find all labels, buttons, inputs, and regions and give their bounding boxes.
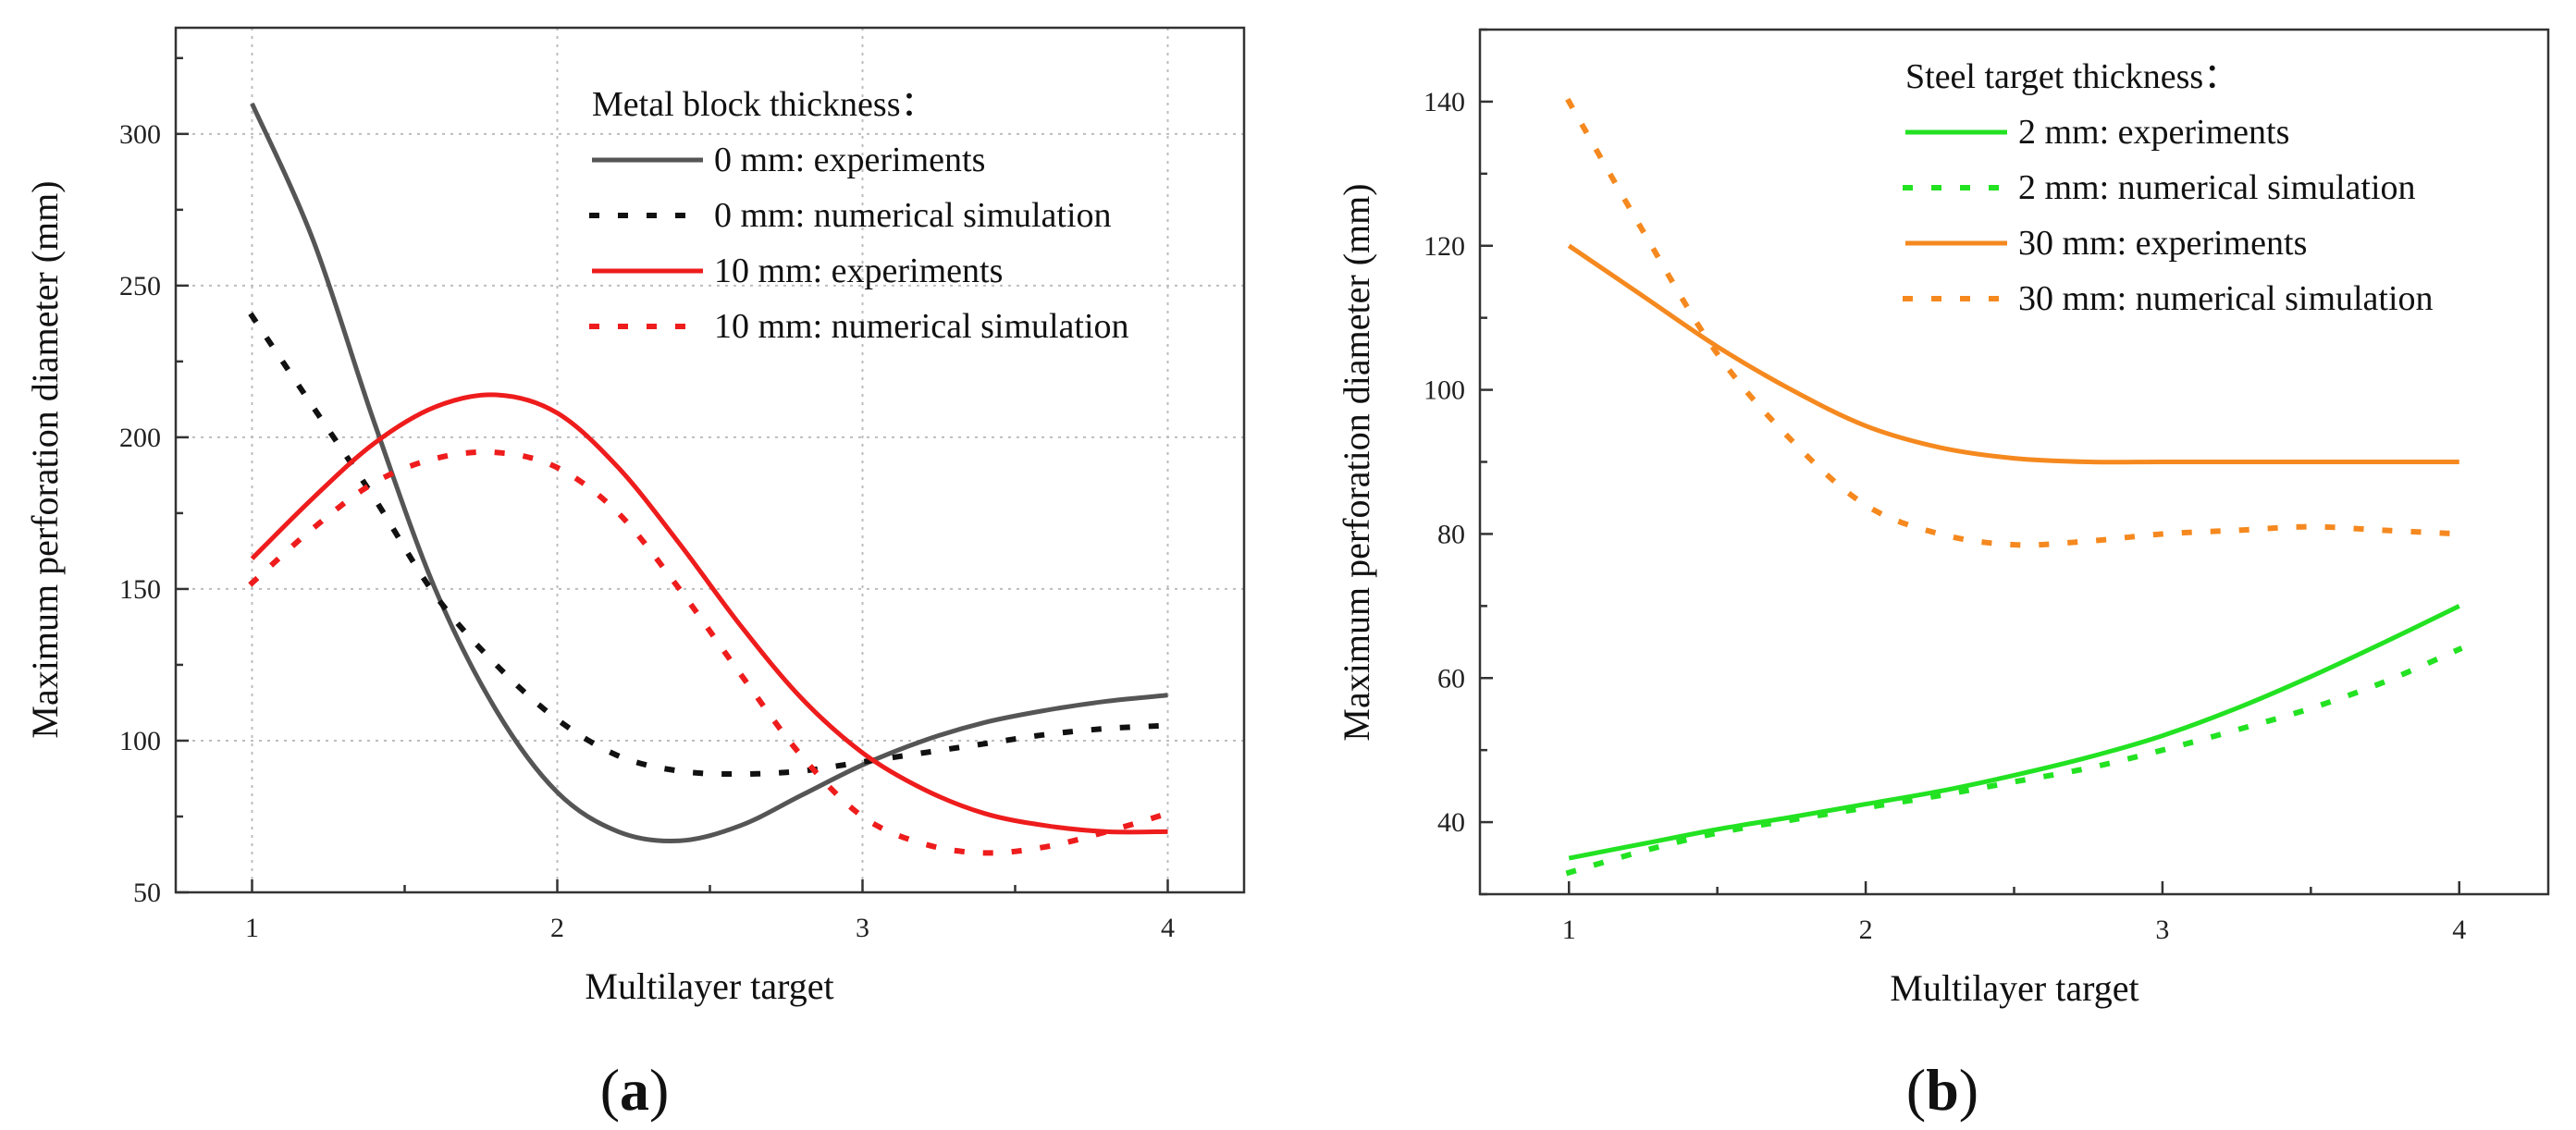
x-tick-label-b-3: 4 xyxy=(2452,915,2466,945)
legend-label-a-3: 10 mm: numerical simulation xyxy=(714,307,1129,346)
panel-label-a-letter: a xyxy=(620,1057,649,1123)
ticks-layer-a: 1 2 3 4 50 100 150 200 250 300 xyxy=(119,56,1175,943)
y-tick-label-a-5: 300 xyxy=(119,119,161,150)
y-tick-label-b-4: 120 xyxy=(1424,231,1465,262)
x-axis-label-b: Multilayer target xyxy=(1890,967,2138,1009)
chart-panel-b: 1 2 3 4 40 60 80 100 120 140 Steel target thickne… xyxy=(1336,28,2550,1123)
y-tick-label-b-1: 60 xyxy=(1437,663,1465,694)
series-line-b-0 xyxy=(1568,604,2460,861)
x-tick-label-b-1: 2 xyxy=(1859,915,1873,945)
series-line-a-1 xyxy=(248,312,1171,778)
y-tick-label-a-0: 50 xyxy=(133,878,161,908)
series-layer-b xyxy=(1565,97,2463,877)
legend-label-b-2: 30 mm: experiments xyxy=(2018,224,2307,263)
series-line-a-2 xyxy=(250,392,1168,835)
y-tick-label-b-3: 100 xyxy=(1424,375,1465,406)
x-tick-label-a-2: 3 xyxy=(856,913,869,943)
y-tick-label-a-4: 250 xyxy=(119,271,161,301)
x-tick-label-b-2: 3 xyxy=(2155,915,2169,945)
panel-label-b: (b) xyxy=(1906,1057,1978,1123)
y-tick-label-a-1: 100 xyxy=(119,726,161,756)
ticks-layer-b: 1 2 3 4 40 60 80 100 120 140 xyxy=(1424,28,2466,945)
panel-label-b-letter: b xyxy=(1926,1057,1959,1123)
series-line-b-3 xyxy=(1565,97,2462,548)
series-line-b-2 xyxy=(1567,243,2459,465)
legend-label-a-1: 0 mm: numerical simulation xyxy=(714,196,1112,235)
chart-panel-a: 1 2 3 4 50 100 150 200 250 300 Metal block thickn… xyxy=(24,26,1246,1123)
x-tick-label-b-0: 1 xyxy=(1562,915,1576,945)
series-layer-a xyxy=(248,102,1172,856)
legend-a: Metal block thickness： 0 mm: experiments… xyxy=(589,85,1129,346)
legend-label-b-0: 2 mm: experiments xyxy=(2018,113,2289,152)
x-tick-label-a-3: 4 xyxy=(1161,913,1175,943)
legend-title-a: Metal block thickness： xyxy=(592,85,935,124)
y-axis-label-a: Maximum perforation diameter (mm) xyxy=(24,180,66,738)
y-axis-label-b: Maximum perforation diameter (mm) xyxy=(1336,183,1377,741)
legend-title-b: Steel target thickness： xyxy=(1905,57,2238,96)
x-axis-label-a: Multilayer target xyxy=(585,965,833,1007)
legend-label-a-2: 10 mm: experiments xyxy=(714,252,1003,290)
legend-label-a-0: 0 mm: experiments xyxy=(714,141,985,179)
series-line-a-0 xyxy=(250,102,1168,843)
y-tick-label-a-3: 200 xyxy=(119,423,161,453)
panel-label-a: (a) xyxy=(600,1057,670,1123)
legend-label-b-3: 30 mm: numerical simulation xyxy=(2018,279,2434,318)
y-tick-label-a-2: 150 xyxy=(119,574,161,605)
legend-b: Steel target thickness： 2 mm: experiment… xyxy=(1903,57,2434,318)
grid-layer-a xyxy=(176,28,1244,893)
y-tick-label-b-0: 40 xyxy=(1437,807,1465,838)
series-line-b-1 xyxy=(1565,645,2463,877)
legend-label-b-1: 2 mm: numerical simulation xyxy=(2018,168,2416,207)
series-line-a-3 xyxy=(248,448,1172,856)
x-tick-label-a-1: 2 xyxy=(550,913,564,943)
plot-frame-a xyxy=(174,26,1246,894)
x-tick-label-a-0: 1 xyxy=(245,913,259,943)
y-tick-label-b-5: 140 xyxy=(1424,87,1465,117)
y-tick-label-b-2: 80 xyxy=(1437,519,1465,549)
